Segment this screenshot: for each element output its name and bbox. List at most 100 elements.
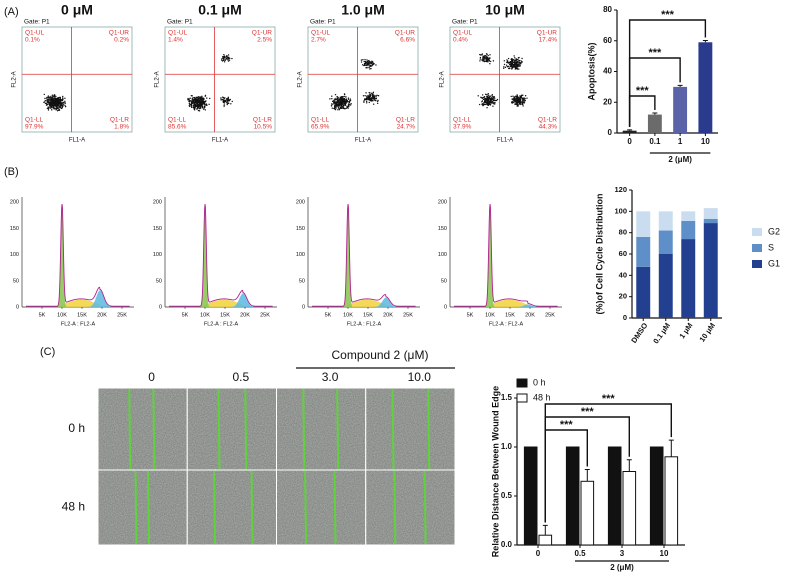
flow-dot	[44, 101, 46, 103]
flow-dot	[334, 104, 336, 107]
flow-dot	[55, 100, 57, 102]
flow-dot	[518, 61, 521, 64]
flow-dot	[336, 97, 339, 100]
hist-x-tick-label: 5K	[182, 312, 189, 318]
flow-dot	[368, 101, 370, 104]
flow-dot	[59, 103, 61, 106]
quadrant-value: 24.7%	[397, 124, 416, 131]
flow-dot	[517, 57, 520, 59]
wound-texture	[187, 470, 277, 545]
flow-dot	[484, 103, 486, 106]
flow-dot	[52, 105, 55, 108]
quadrant-name: Q1-UL	[168, 30, 188, 37]
flow-dot	[335, 103, 337, 106]
bar-segment	[658, 254, 673, 318]
flow-dot	[337, 109, 339, 111]
flow-dot	[365, 64, 368, 66]
quadrant-name: Q1-LR	[396, 117, 415, 124]
wound-edge	[250, 470, 254, 545]
flow-dot	[54, 105, 56, 107]
x-axis-label: 2 (μM)	[668, 155, 692, 164]
hist-x-label: FL2-A : FL2-A	[347, 321, 382, 327]
hist-x-tick-label: 20K	[240, 312, 250, 318]
wound-row-label: 0 h	[68, 421, 85, 435]
flow-dot	[366, 95, 368, 97]
flow-dot	[481, 103, 483, 106]
hist-outline	[312, 204, 416, 307]
flow-dot	[489, 60, 492, 63]
flow-dot	[64, 100, 66, 102]
flow-dot	[494, 103, 496, 105]
flow-dot	[519, 97, 521, 99]
flow-dot	[515, 95, 518, 98]
flow-dot	[60, 98, 62, 101]
flow-dot	[361, 64, 364, 66]
flow-dot	[516, 62, 519, 64]
flow-dot	[504, 66, 507, 69]
compound-label: Compound 2 (μM)	[332, 348, 429, 362]
significance-label: ***	[648, 47, 662, 59]
x-tick-label: 10 μM	[697, 321, 717, 344]
flow-dot	[329, 98, 331, 100]
hist-g1-area	[54, 204, 70, 307]
hist-y-tick-label: 200	[153, 200, 162, 206]
flow-dot	[491, 95, 493, 97]
wound-edge	[427, 388, 431, 470]
flow-dot	[518, 64, 520, 66]
flow-dot	[194, 102, 196, 104]
significance-label: ***	[581, 406, 595, 418]
hist-y-tick-label: 50	[13, 278, 19, 284]
flow-dot	[362, 95, 365, 97]
bar	[664, 456, 679, 546]
y-axis-label: Apoptosis(%)	[586, 43, 596, 101]
flow-dot	[340, 101, 342, 104]
flow-x-label: FL1-A	[212, 138, 228, 144]
flow-dot	[513, 101, 516, 103]
flow-dot	[526, 97, 528, 99]
flow-dot	[47, 95, 50, 97]
flow-dot	[485, 101, 488, 104]
flow-dot	[350, 103, 352, 105]
hist-x-tick-label: 25K	[545, 312, 555, 318]
flow-dot	[223, 61, 226, 63]
x-tick-label: 1 μM	[677, 321, 694, 340]
flow-dot	[339, 106, 342, 109]
legend-swatch	[516, 393, 528, 403]
flow-dot	[196, 96, 199, 99]
flow-dot	[520, 61, 522, 64]
flow-dot	[227, 54, 230, 56]
flow-dot	[342, 95, 344, 98]
flow-dot	[372, 62, 375, 64]
flow-dot	[202, 99, 205, 101]
flow-dot	[58, 96, 60, 99]
y-tick-label: 0	[623, 313, 627, 322]
error-bar	[542, 524, 548, 536]
wound-texture	[276, 470, 366, 545]
flow-dot	[492, 98, 494, 100]
flow-dot	[364, 58, 366, 61]
flow-dot	[343, 98, 345, 100]
flow-dot	[336, 103, 338, 106]
flow-dot	[492, 100, 495, 102]
y-tick-label: 80	[603, 5, 612, 14]
hist-y-tick-label: 200	[296, 200, 305, 206]
flow-dot	[222, 57, 225, 60]
flow-dot	[516, 60, 519, 63]
flow-dot	[522, 105, 524, 107]
wound-edge	[304, 470, 308, 545]
hist-x-tick-label: 5K	[467, 312, 474, 318]
flow-dot	[339, 102, 342, 105]
bar-segment	[681, 220, 696, 240]
flow-dot	[62, 95, 64, 98]
flow-dot	[193, 103, 196, 105]
flow-dot	[206, 97, 208, 99]
flow-dot	[336, 101, 338, 103]
hist-x-tick-label: 10K	[343, 312, 353, 318]
error-bar	[702, 39, 708, 43]
quadrant-name: Q1-UR	[395, 30, 416, 37]
flow-title: 1.0 μM	[341, 2, 385, 18]
quadrant-value: 37.9%	[453, 124, 472, 131]
bar	[647, 114, 662, 133]
flow-dot	[513, 59, 516, 62]
flow-dot	[340, 107, 342, 110]
